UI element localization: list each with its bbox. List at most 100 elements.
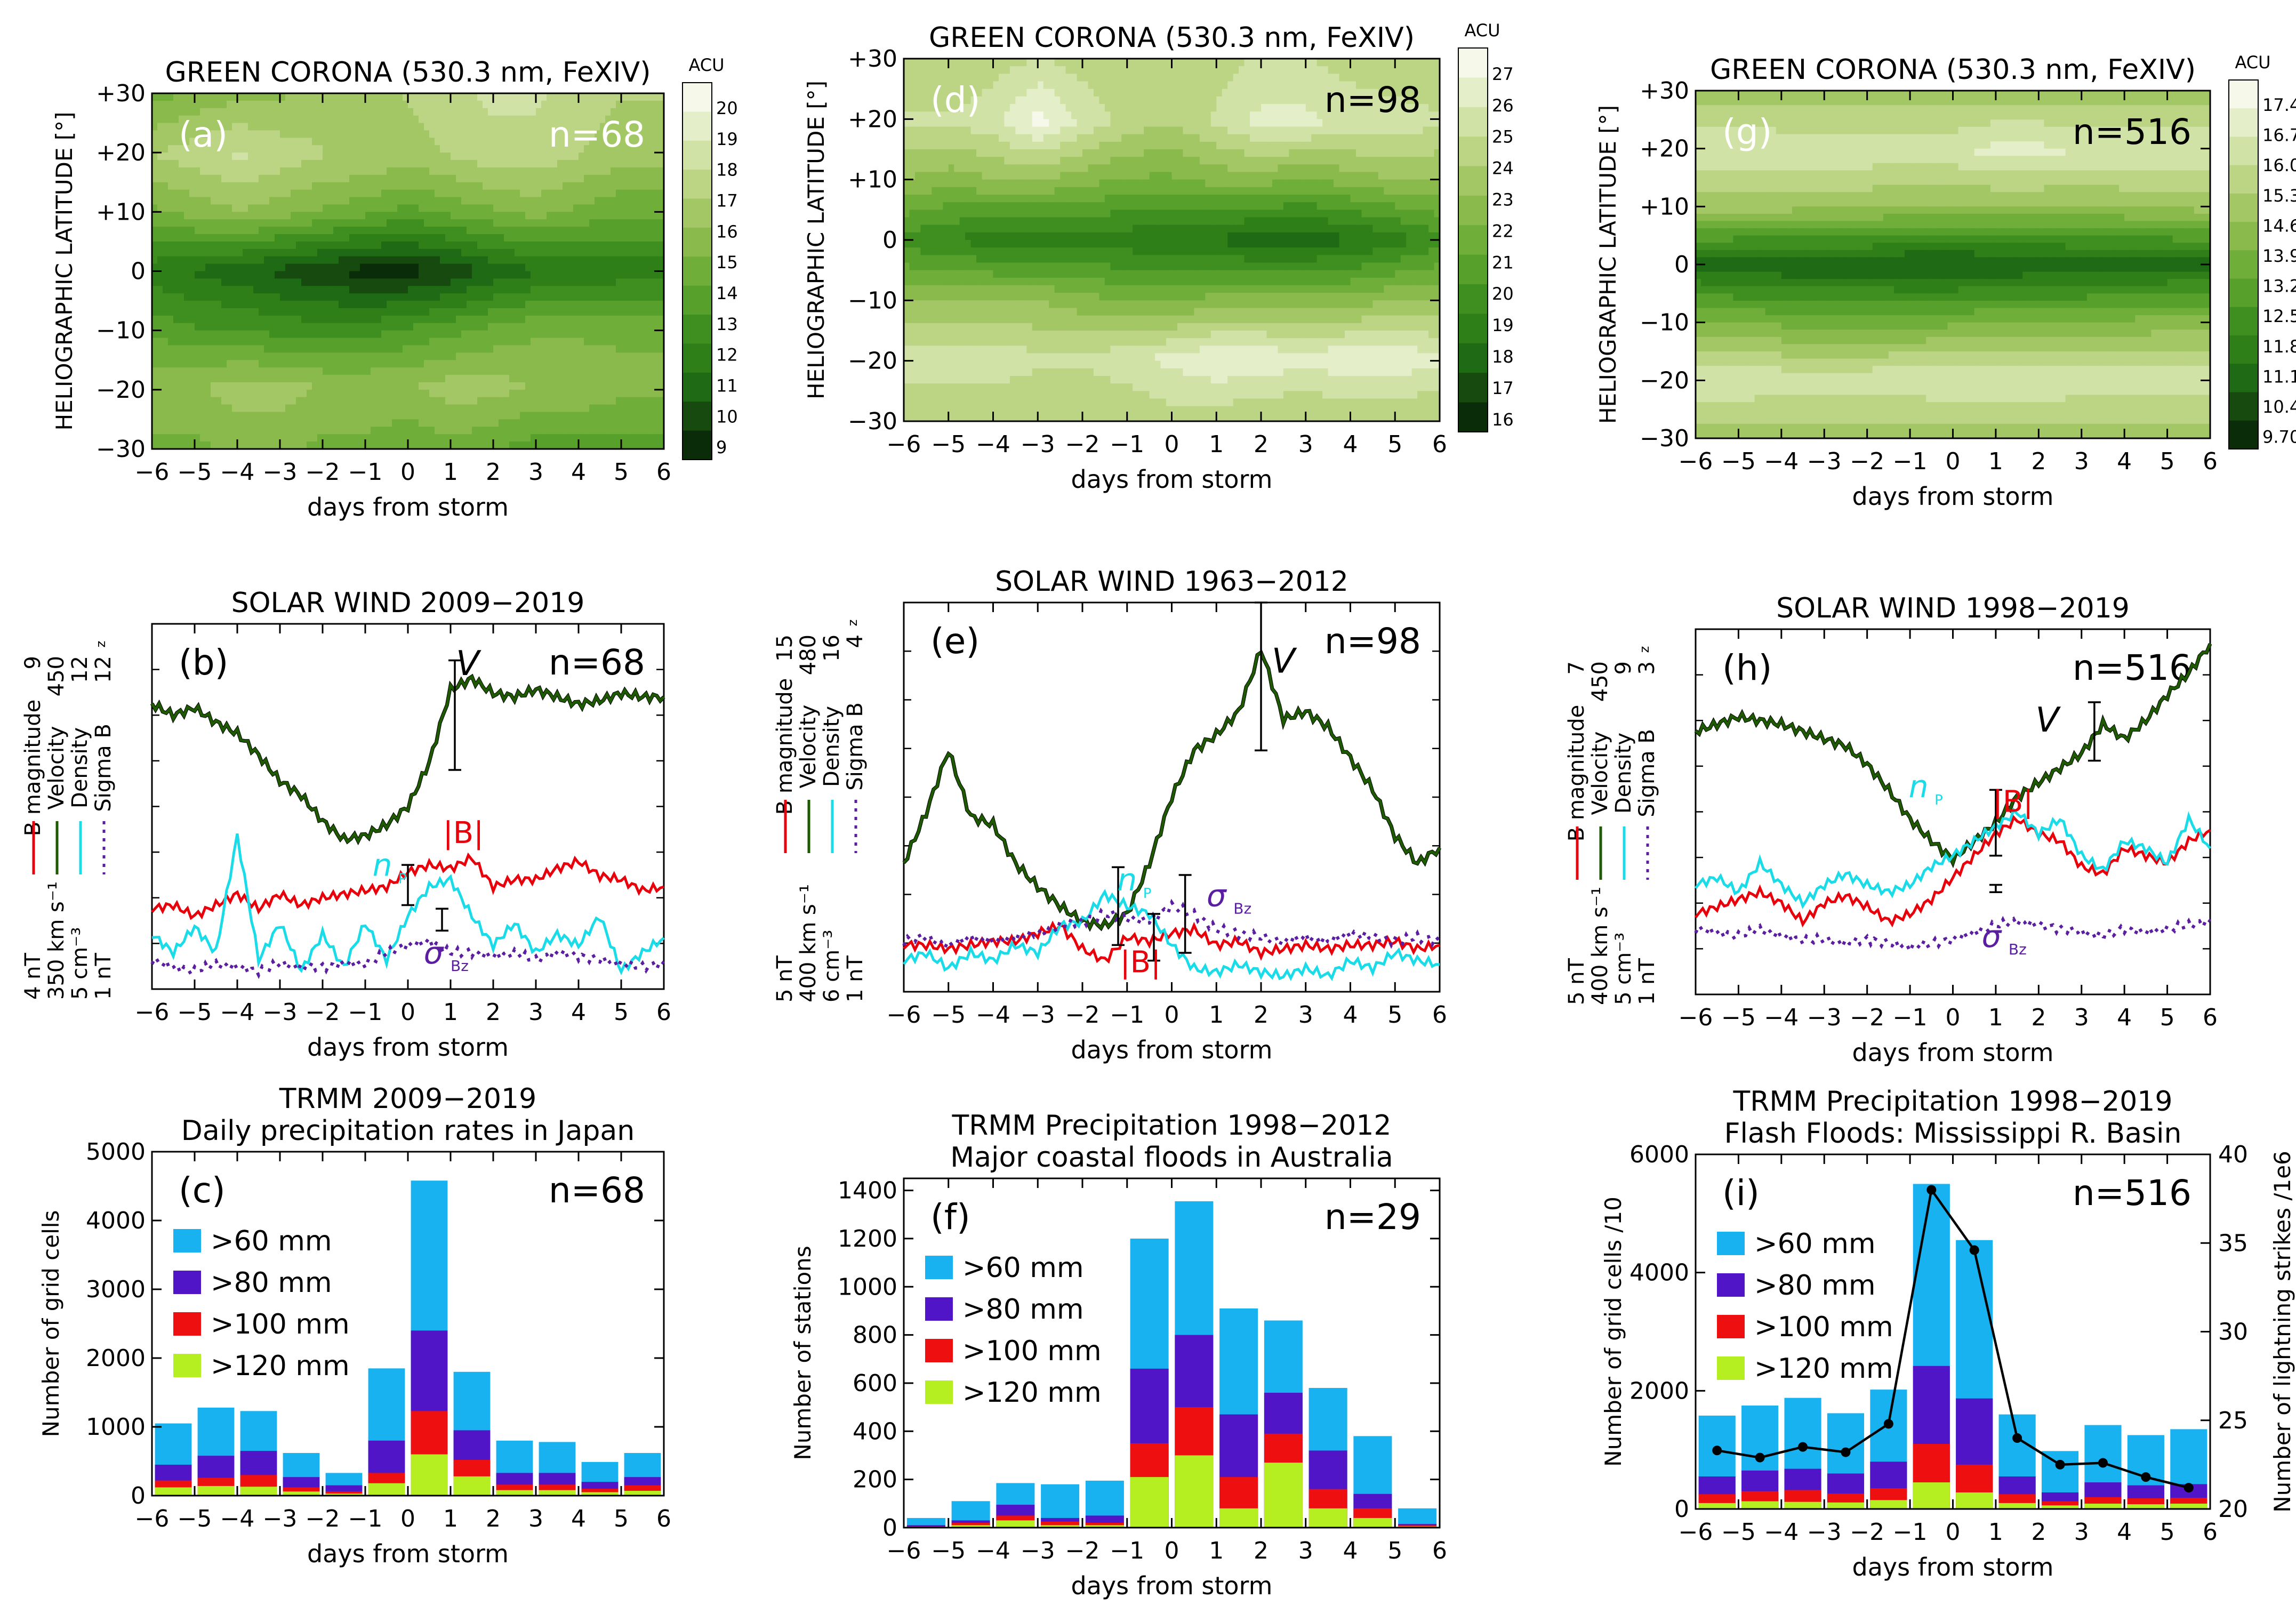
heatmap-cell bbox=[424, 441, 430, 449]
heatmap-cell bbox=[627, 286, 632, 294]
heatmap-cell bbox=[387, 434, 392, 442]
heatmap-cell bbox=[589, 404, 595, 413]
heatmap-cell bbox=[344, 227, 350, 235]
heatmap-cell bbox=[349, 256, 355, 264]
heatmap-cell bbox=[557, 427, 563, 435]
heatmap-cell bbox=[616, 397, 622, 405]
heatmap-cell bbox=[451, 248, 456, 257]
heatmap-cell bbox=[227, 145, 232, 153]
heatmap-cell bbox=[349, 227, 355, 235]
heatmap-cell bbox=[408, 152, 414, 160]
heatmap-cell bbox=[600, 263, 606, 272]
heatmap-cell bbox=[200, 338, 206, 346]
heatmap-cell bbox=[387, 397, 392, 405]
heatmap-cell bbox=[584, 434, 590, 442]
heatmap-cell bbox=[1222, 74, 1228, 82]
heatmap-cell bbox=[184, 301, 190, 309]
heatmap-cell bbox=[195, 204, 200, 213]
heatmap-cell bbox=[536, 345, 542, 354]
heatmap-cell bbox=[429, 167, 435, 175]
heatmap-cell bbox=[168, 189, 174, 198]
heatmap-cell bbox=[509, 367, 515, 375]
heatmap-cell bbox=[307, 130, 312, 139]
heatmap-cell bbox=[381, 419, 387, 428]
heatmap-cell bbox=[563, 389, 568, 398]
heatmap-cell bbox=[163, 219, 168, 227]
heatmap-cell bbox=[621, 412, 627, 420]
heatmap-cell bbox=[392, 263, 398, 272]
heatmap-cell bbox=[536, 123, 542, 131]
heatmap-cell bbox=[440, 256, 446, 264]
heatmap-cell bbox=[211, 441, 216, 449]
heatmap-cell bbox=[451, 167, 456, 175]
heatmap-cell bbox=[387, 286, 392, 294]
heatmap-cell bbox=[461, 412, 467, 420]
heatmap-cell bbox=[1009, 74, 1016, 82]
heatmap-cell bbox=[397, 256, 403, 264]
heatmap-cell bbox=[648, 397, 654, 405]
heatmap-cell bbox=[184, 278, 190, 287]
heatmap-cell bbox=[541, 427, 547, 435]
heatmap-cell bbox=[333, 234, 339, 242]
heatmap-cell bbox=[504, 278, 510, 287]
heatmap-cell bbox=[648, 189, 654, 198]
heatmap-cell bbox=[269, 308, 275, 316]
heatmap-cell bbox=[392, 434, 398, 442]
heatmap-cell bbox=[536, 382, 542, 390]
heatmap-cell bbox=[568, 263, 574, 272]
heatmap-cell bbox=[659, 375, 664, 383]
heatmap-cell bbox=[424, 219, 430, 227]
heatmap-cell bbox=[253, 167, 259, 175]
heatmap-cell bbox=[317, 197, 323, 205]
heatmap-cell bbox=[184, 419, 190, 428]
heatmap-cell bbox=[541, 234, 547, 242]
heatmap-cell bbox=[163, 189, 168, 198]
heatmap-cell bbox=[488, 160, 494, 168]
heatmap-cell bbox=[413, 189, 419, 198]
heatmap-cell bbox=[152, 152, 158, 160]
heatmap-cell bbox=[237, 115, 243, 124]
heatmap-cell bbox=[237, 212, 243, 220]
heatmap-cell bbox=[595, 234, 600, 242]
heatmap-cell bbox=[221, 397, 227, 405]
heatmap-cell bbox=[419, 323, 424, 331]
heatmap-cell bbox=[355, 315, 360, 324]
heatmap-cell bbox=[408, 367, 414, 375]
heatmap-cell bbox=[557, 219, 563, 227]
heatmap-cell bbox=[477, 271, 483, 279]
heatmap-cell bbox=[387, 419, 392, 428]
heatmap-cell bbox=[595, 93, 600, 101]
heatmap-cell bbox=[563, 397, 568, 405]
heatmap-cell bbox=[387, 352, 392, 361]
heatmap-cell bbox=[424, 367, 430, 375]
heatmap-cell bbox=[632, 115, 638, 124]
heatmap-cell bbox=[563, 160, 568, 168]
heatmap-cell bbox=[557, 367, 563, 375]
heatmap-cell bbox=[1328, 66, 1334, 75]
heatmap-cell bbox=[1127, 74, 1134, 82]
heatmap-cell bbox=[445, 138, 451, 146]
heatmap-cell bbox=[280, 241, 286, 250]
heatmap-cell bbox=[355, 286, 360, 294]
heatmap-cell bbox=[477, 382, 483, 390]
heatmap-cell bbox=[611, 338, 616, 346]
heatmap-cell bbox=[451, 212, 456, 220]
heatmap-cell bbox=[259, 219, 264, 227]
heatmap-cell bbox=[445, 130, 451, 139]
heatmap-cell bbox=[163, 167, 168, 175]
heatmap-cell bbox=[307, 434, 312, 442]
heatmap-cell bbox=[419, 315, 424, 324]
heatmap-cell bbox=[280, 382, 286, 390]
heatmap-cell bbox=[557, 330, 563, 339]
heatmap-cell bbox=[200, 108, 206, 116]
heatmap-cell bbox=[1082, 59, 1089, 67]
heatmap-cell bbox=[323, 315, 328, 324]
heatmap-cell bbox=[483, 404, 488, 413]
heatmap-cell bbox=[157, 182, 163, 190]
heatmap-cell bbox=[275, 189, 280, 198]
heatmap-cell bbox=[355, 412, 360, 420]
heatmap-cell bbox=[333, 130, 339, 139]
heatmap-cell bbox=[451, 227, 456, 235]
heatmap-cell bbox=[173, 100, 179, 109]
heatmap-cell bbox=[269, 100, 275, 109]
